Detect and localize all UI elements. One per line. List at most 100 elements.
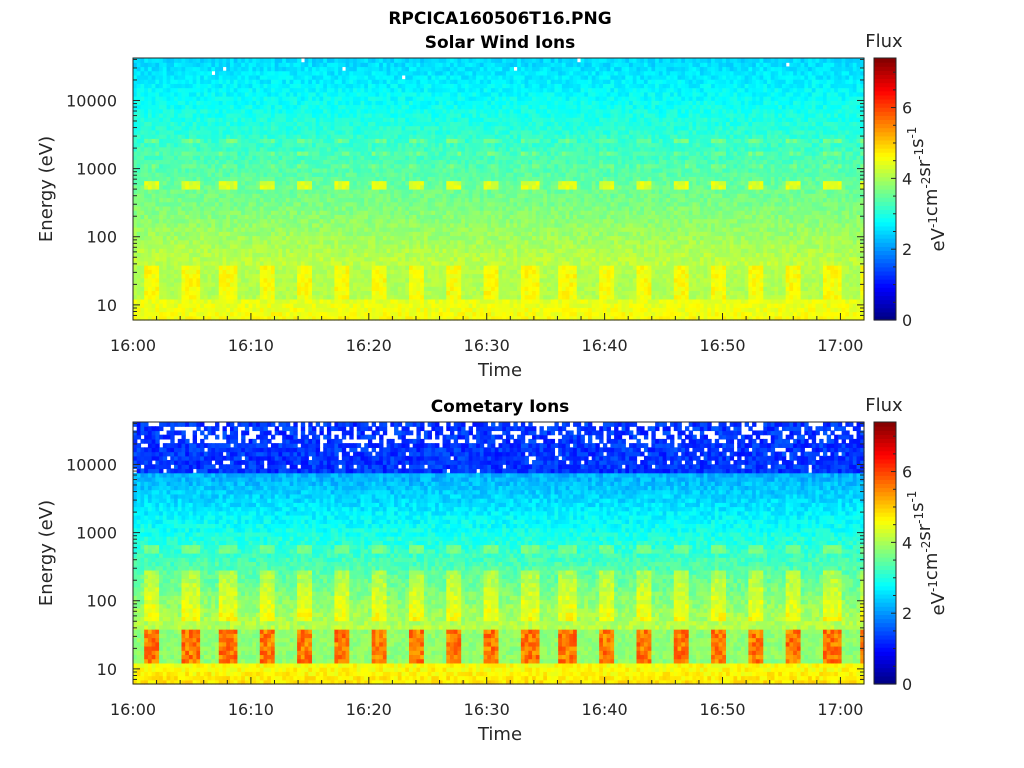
heatmap-cell xyxy=(136,210,142,215)
heatmap-cell xyxy=(420,155,425,161)
heatmap-cell xyxy=(188,218,194,224)
heatmap-cell xyxy=(386,180,391,186)
heatmap-cell xyxy=(319,235,324,241)
heatmap-cell xyxy=(256,121,261,127)
heatmap-cell xyxy=(431,176,436,182)
heatmap-cell xyxy=(218,121,224,127)
heatmap-cell xyxy=(285,172,291,177)
heatmap-cell xyxy=(405,235,410,241)
heatmap-cell xyxy=(319,146,324,152)
heatmap-cell xyxy=(412,142,418,148)
heatmap-cell xyxy=(285,298,291,304)
heatmap-cell xyxy=(297,87,302,93)
heatmap-cell xyxy=(394,260,399,266)
heatmap-cell xyxy=(270,112,276,118)
heatmap-cell xyxy=(207,172,212,177)
heatmap-cell xyxy=(207,150,212,156)
heatmap-cell xyxy=(397,155,403,161)
heatmap-cell xyxy=(334,218,339,224)
heatmap-cell xyxy=(412,294,418,300)
heatmap-cell xyxy=(263,189,268,194)
heatmap-cell xyxy=(401,167,406,173)
heatmap-cell xyxy=(159,277,164,283)
heatmap-cell xyxy=(207,197,212,203)
heatmap-cell xyxy=(367,315,373,321)
heatmap-cell xyxy=(140,294,145,300)
heatmap-cell xyxy=(323,91,328,97)
heatmap-cell xyxy=(319,74,324,80)
heatmap-cell xyxy=(256,303,261,308)
heatmap-cell xyxy=(323,265,328,270)
heatmap-cell xyxy=(274,83,280,89)
heatmap-cell xyxy=(386,273,391,279)
heatmap-cell xyxy=(192,142,197,148)
heatmap-cell xyxy=(375,172,380,177)
heatmap-cell xyxy=(412,243,418,249)
heatmap-cell xyxy=(341,243,347,249)
heatmap-cell xyxy=(416,256,421,262)
heatmap-cell xyxy=(371,315,377,321)
heatmap-cell xyxy=(315,193,321,199)
heatmap-cell xyxy=(237,172,242,177)
heatmap-cell xyxy=(162,243,168,249)
heatmap-cell xyxy=(203,108,209,114)
heatmap-cell xyxy=(338,155,343,161)
heatmap-cell xyxy=(207,163,212,169)
heatmap-cell xyxy=(256,108,261,114)
heatmap-cell xyxy=(364,176,369,182)
heatmap-cell xyxy=(405,138,410,144)
heatmap-cell xyxy=(386,91,391,97)
heatmap-cell xyxy=(259,298,265,304)
heatmap-cell xyxy=(200,205,205,211)
heatmap-cell xyxy=(237,214,242,220)
heatmap-cell xyxy=(312,83,317,89)
heatmap-cell xyxy=(289,256,294,262)
heatmap-cell xyxy=(353,112,358,118)
heatmap-cell xyxy=(218,260,224,266)
heatmap-cell xyxy=(315,91,321,97)
heatmap-cell xyxy=(185,134,190,139)
heatmap-cell xyxy=(207,155,212,161)
heatmap-cell xyxy=(356,108,362,114)
heatmap-cell xyxy=(304,172,309,177)
heatmap-cell xyxy=(356,176,362,182)
heatmap-cell xyxy=(263,222,268,228)
heatmap-cell xyxy=(233,117,239,122)
heatmap-cell xyxy=(427,125,432,131)
heatmap-cell xyxy=(267,167,272,173)
heatmap-cell xyxy=(263,108,268,114)
heatmap-cell xyxy=(401,66,406,72)
heatmap-cell xyxy=(241,307,246,313)
heatmap-cell xyxy=(338,70,343,76)
heatmap-cell xyxy=(416,260,421,266)
heatmap-cell xyxy=(140,70,145,76)
heatmap-cell xyxy=(408,290,414,296)
heatmap-cell xyxy=(353,108,358,114)
heatmap-cell xyxy=(188,138,194,144)
heatmap-cell xyxy=(196,108,201,114)
heatmap-cell xyxy=(405,290,410,296)
heatmap-cell xyxy=(326,277,332,283)
heatmap-cell xyxy=(315,252,321,258)
heatmap-cell xyxy=(162,62,168,68)
heatmap-cell xyxy=(297,155,302,161)
heatmap-cell xyxy=(159,108,164,114)
heatmap-cell xyxy=(256,129,261,135)
heatmap-cell xyxy=(256,70,261,76)
heatmap-cell xyxy=(394,311,399,317)
heatmap-cell xyxy=(263,260,268,266)
heatmap-cell xyxy=(293,286,298,292)
heatmap-cell xyxy=(319,66,324,72)
heatmap-cell xyxy=(237,277,242,283)
heatmap-cell xyxy=(237,210,242,215)
heatmap-cell xyxy=(367,83,373,89)
heatmap-cell xyxy=(136,281,142,287)
heatmap-cell xyxy=(334,117,339,122)
heatmap-cell xyxy=(237,142,242,148)
heatmap-cell xyxy=(323,281,328,287)
heatmap-cell xyxy=(312,197,317,203)
heatmap-cell xyxy=(241,252,246,258)
heatmap-cell xyxy=(140,125,145,131)
heatmap-cell xyxy=(151,70,156,76)
